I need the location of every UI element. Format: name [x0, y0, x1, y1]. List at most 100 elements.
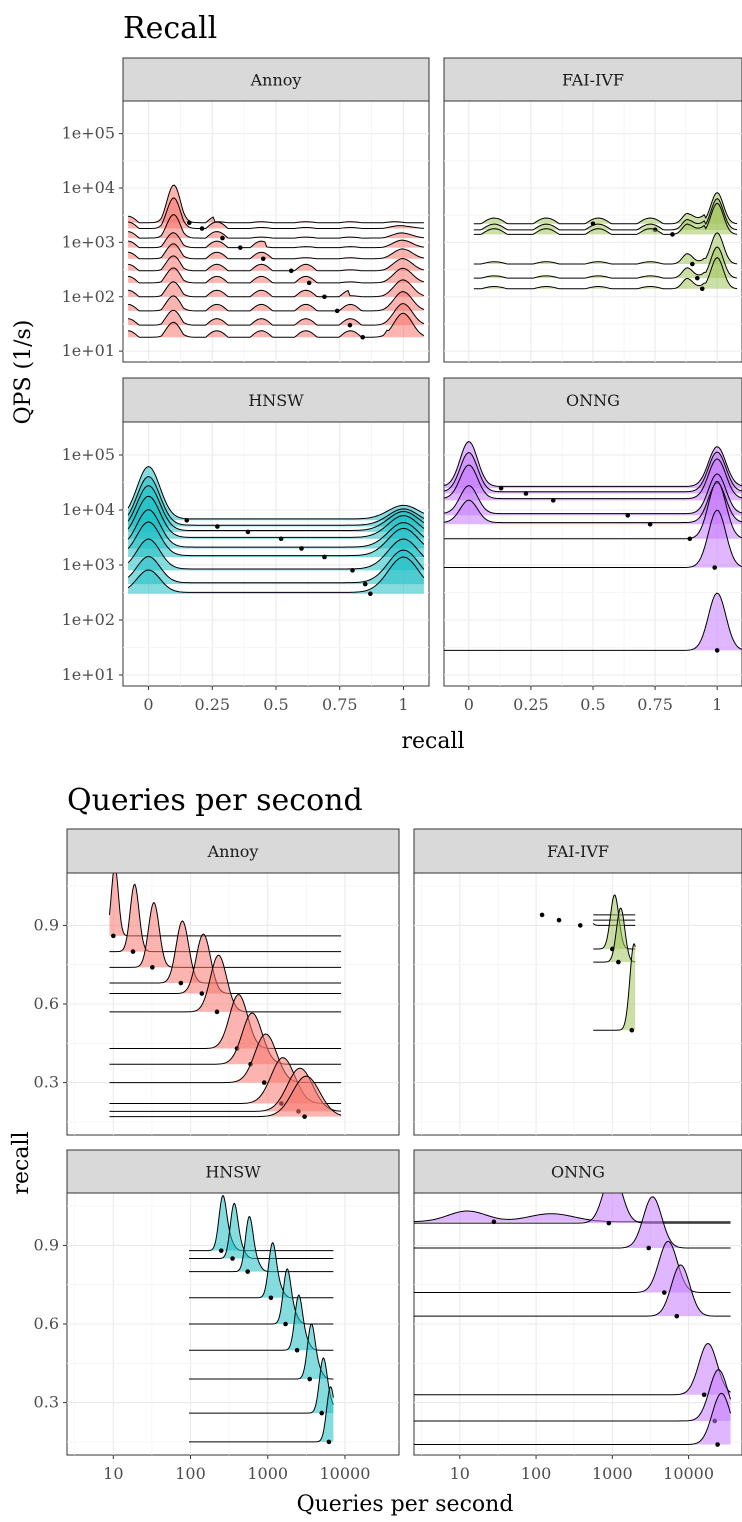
- chart-2-title: Queries per second: [67, 783, 363, 818]
- x-tick-label: 10: [450, 1464, 470, 1483]
- strip-label: Annoy: [250, 71, 302, 90]
- ridge-median-point: [150, 965, 155, 970]
- ridge-median-point: [199, 226, 205, 231]
- ridge-line: [444, 480, 742, 540]
- ridge-line: [127, 521, 425, 557]
- ridge-line: [127, 476, 425, 526]
- ridge-line: [128, 267, 425, 284]
- ridge-line: [414, 1342, 731, 1396]
- ridge-median-point: [306, 280, 312, 286]
- y-tick-label: 0.9: [34, 915, 59, 934]
- strip-label: ONNG: [566, 391, 620, 410]
- ridge-line: [128, 255, 425, 272]
- ridge-median-point: [178, 980, 184, 986]
- ridge-group: [188, 1194, 334, 1445]
- ridge-fill: [593, 908, 636, 963]
- ridge-median-point: [130, 949, 136, 954]
- ridge-median-point: [715, 1442, 720, 1447]
- strip-fai-ivf: [443, 57, 742, 102]
- x-tick-label: 100: [175, 1464, 206, 1483]
- strip-label: FAI-IVF: [547, 842, 609, 861]
- recall-panel-annoy: Annoy 1e+01 1e+02 1e+03 1e+04 1e+05: [62, 57, 430, 363]
- ridge-median-point: [326, 1439, 332, 1445]
- ridge-fill: [109, 1076, 342, 1117]
- ridge-line: [473, 191, 738, 225]
- x-tick-label: 0.75: [637, 695, 673, 714]
- ridge-fill: [188, 1295, 334, 1351]
- x-tick-label: 0.75: [322, 695, 358, 714]
- strip-label: ONNG: [551, 1163, 605, 1182]
- ridge-median-point: [289, 268, 294, 274]
- ridge-median-point: [322, 554, 327, 560]
- ridge-median-point: [647, 521, 653, 527]
- ridge-line: [414, 1369, 732, 1422]
- ridge-group: [414, 1193, 732, 1447]
- ridge-line: [473, 198, 738, 231]
- ridge-median-point: [238, 245, 243, 250]
- ridge-line: [128, 214, 424, 239]
- x-tick-label: 0: [464, 695, 474, 714]
- ridge-median-point: [307, 1376, 313, 1382]
- ridge-median-point: [218, 1248, 224, 1253]
- ridge-fill: [128, 243, 424, 259]
- ridge-median-point: [523, 491, 529, 496]
- ridge-fill: [128, 303, 424, 326]
- ridge-median-point: [294, 1347, 300, 1353]
- ridge-fill: [109, 902, 342, 968]
- chart-1-y-axis-title: QPS (1/s): [11, 320, 36, 425]
- ridge-fill: [109, 994, 342, 1049]
- y-tick-label: 0.3: [34, 1073, 59, 1092]
- ridge-median-point: [111, 933, 116, 939]
- y-tick-label: 1e+02: [62, 610, 115, 629]
- ridge-fill: [128, 214, 424, 239]
- x-tick-label: 1000: [592, 1464, 633, 1483]
- ridge-median-point: [230, 1256, 235, 1261]
- ridge-line: [444, 509, 742, 569]
- ridge-median-point: [215, 524, 220, 529]
- ridge-group: [128, 184, 425, 340]
- ridge-median-point: [350, 568, 355, 573]
- ridge-line: [188, 1215, 334, 1273]
- recall-panel-fai-ivf: FAI-IVF: [443, 57, 742, 363]
- x-tick-label: 0.5: [580, 695, 605, 714]
- y-tick-label: 1e+01: [62, 341, 115, 360]
- ridge-fill: [444, 593, 742, 651]
- ridge-fill: [414, 1241, 731, 1293]
- ridge-line: [127, 495, 425, 538]
- x-tick-label: 1: [398, 695, 408, 714]
- ridge-median-point: [625, 513, 631, 518]
- ridge-line: [128, 232, 424, 249]
- ridge-median-point: [347, 322, 353, 328]
- ridge-fill: [109, 1057, 342, 1104]
- y-tick-label: 1e+02: [62, 287, 115, 306]
- ridge-line: [444, 458, 742, 500]
- ridge-line: [188, 1194, 334, 1252]
- ridge-line: [414, 1196, 731, 1249]
- strip-label: HNSW: [248, 391, 304, 410]
- ridge-median-point: [199, 991, 205, 996]
- ridge-fill: [128, 268, 424, 283]
- y-tick-label: 0.3: [34, 1393, 59, 1412]
- ridge-line: [473, 232, 738, 265]
- ridge-line: [444, 592, 742, 651]
- ridge-line: [444, 451, 742, 493]
- ridge-fill: [128, 255, 424, 271]
- ridge-line: [414, 1240, 731, 1294]
- ridge-median-point: [646, 1245, 652, 1251]
- ridge-median-point: [712, 565, 717, 570]
- chart-2-y-axis-title: recall: [9, 1131, 34, 1194]
- ridge-median-point: [606, 1220, 612, 1226]
- ridge-median-point: [220, 235, 225, 241]
- ridge-group: [473, 191, 738, 292]
- ridge-median-point: [550, 498, 556, 503]
- ridge-median-point: [322, 294, 327, 300]
- ridge-median-point: [498, 485, 504, 491]
- ridge-line: [128, 312, 425, 338]
- qps-panel-fai-ivf: FAI-IVF: [413, 828, 742, 1136]
- ridge-line: [109, 1012, 342, 1065]
- strip-annoy: [66, 828, 400, 874]
- ridge-median-point: [714, 648, 720, 653]
- x-tick-label: 10000: [320, 1464, 371, 1483]
- recall-panel-hnsw: HNSW 0 0.25 0.5 0.75 1 1e+01 1e+02 1e+03 1e+04 1e+…: [62, 377, 430, 714]
